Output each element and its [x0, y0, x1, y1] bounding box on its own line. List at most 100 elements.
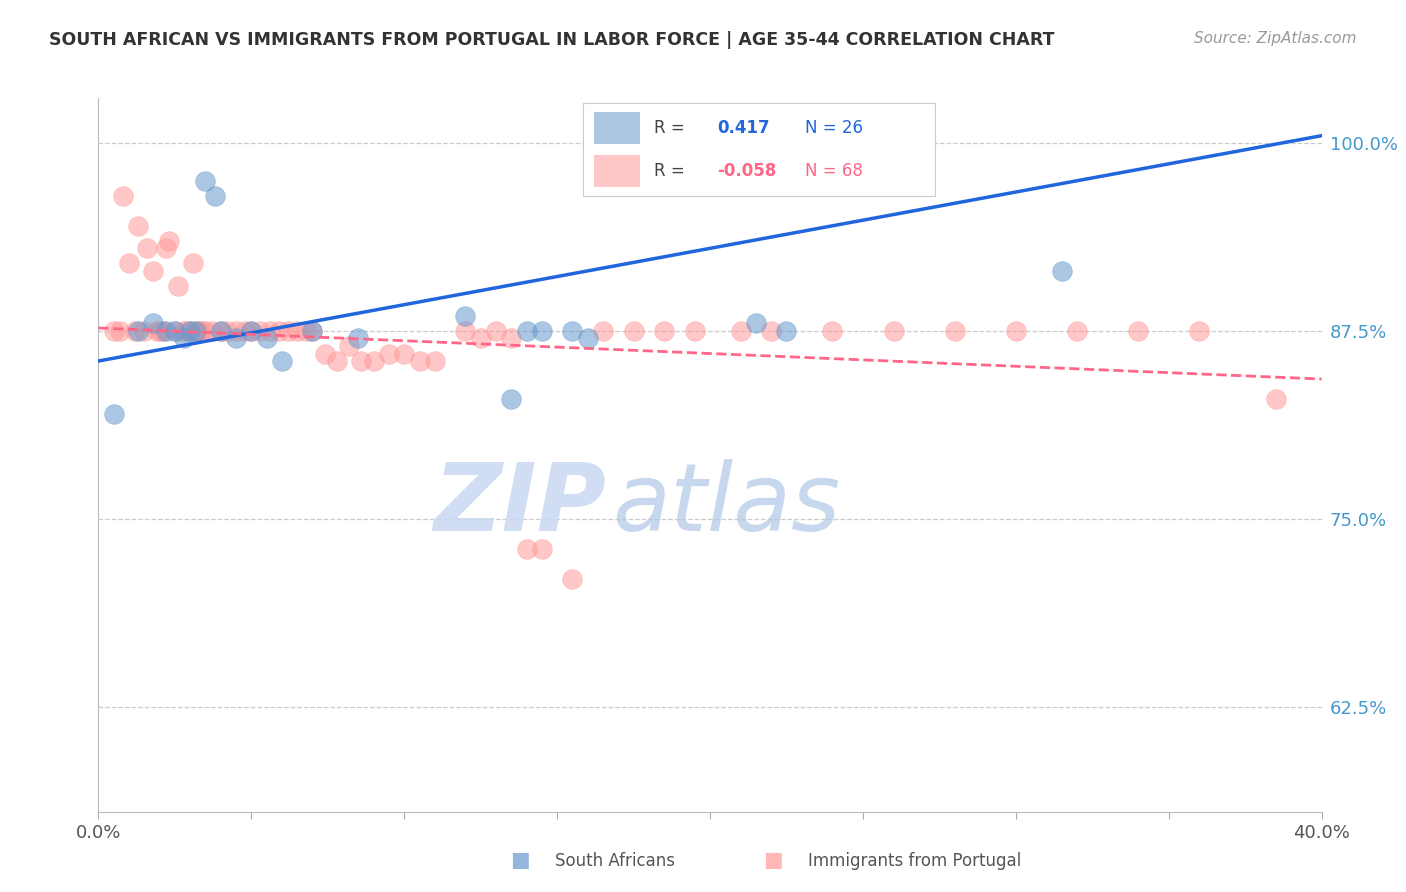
Point [194, 324, 217, 338]
Point [301, 324, 323, 338]
Point [392, 346, 416, 360]
Text: ■: ■ [763, 850, 783, 870]
Point [136, 241, 159, 255]
Point [277, 324, 299, 338]
Point [108, 324, 131, 338]
Point [186, 324, 208, 338]
Point [191, 324, 214, 338]
Point [652, 324, 675, 338]
Point [163, 324, 186, 338]
Point [127, 219, 149, 233]
Point [683, 324, 706, 338]
Point [745, 317, 768, 331]
Point [943, 324, 966, 338]
Point [530, 541, 553, 556]
Point [1188, 324, 1211, 338]
Point [530, 324, 553, 338]
Point [155, 241, 177, 255]
Point [179, 324, 201, 338]
Point [470, 331, 492, 345]
Text: N = 26: N = 26 [804, 119, 863, 136]
Point [408, 354, 430, 368]
Point [423, 354, 446, 368]
Point [225, 324, 247, 338]
Text: R =: R = [654, 119, 685, 136]
Point [454, 324, 477, 338]
Point [240, 324, 263, 338]
Text: Source: ZipAtlas.com: Source: ZipAtlas.com [1194, 31, 1357, 46]
Point [127, 324, 149, 338]
Point [270, 354, 292, 368]
Point [378, 346, 401, 360]
Point [186, 324, 208, 338]
Point [337, 339, 360, 353]
Point [209, 324, 232, 338]
Point [1050, 264, 1073, 278]
Point [209, 324, 232, 338]
Point [124, 324, 146, 338]
Point [188, 324, 211, 338]
Point [730, 324, 752, 338]
Point [173, 331, 195, 345]
Point [775, 324, 797, 338]
Text: ■: ■ [510, 850, 530, 870]
Point [233, 324, 256, 338]
Point [249, 324, 271, 338]
Point [301, 324, 323, 338]
Point [347, 331, 370, 345]
Point [167, 279, 190, 293]
Text: R =: R = [654, 162, 685, 180]
Point [194, 174, 217, 188]
Point [204, 188, 226, 202]
Point [142, 317, 165, 331]
Point [118, 256, 141, 270]
Point [152, 324, 174, 338]
Point [623, 324, 645, 338]
Point [267, 324, 290, 338]
Point [314, 346, 336, 360]
Point [363, 354, 385, 368]
Point [883, 324, 905, 338]
Text: SOUTH AFRICAN VS IMMIGRANTS FROM PORTUGAL IN LABOR FORCE | AGE 35-44 CORRELATION: SOUTH AFRICAN VS IMMIGRANTS FROM PORTUGA… [49, 31, 1054, 49]
Point [350, 354, 373, 368]
Point [516, 541, 538, 556]
Point [259, 324, 281, 338]
Point [501, 392, 523, 406]
Text: atlas: atlas [612, 459, 841, 550]
Point [1004, 324, 1026, 338]
Text: Immigrants from Portugal: Immigrants from Portugal [808, 852, 1022, 870]
Point [142, 264, 165, 278]
Point [592, 324, 614, 338]
Point [155, 324, 177, 338]
Bar [593, 155, 640, 187]
Point [181, 256, 204, 270]
Point [145, 324, 167, 338]
Point [1128, 324, 1150, 338]
Point [240, 324, 263, 338]
Point [561, 324, 583, 338]
Point [256, 331, 278, 345]
Text: ZIP: ZIP [433, 458, 606, 551]
Point [326, 354, 349, 368]
Point [200, 324, 222, 338]
Point [176, 324, 198, 338]
Point [561, 572, 583, 586]
Point [576, 331, 599, 345]
Y-axis label: In Labor Force | Age 35-44: In Labor Force | Age 35-44 [0, 335, 8, 574]
Text: N = 68: N = 68 [804, 162, 863, 180]
Point [111, 188, 134, 202]
Text: 0.417: 0.417 [717, 119, 769, 136]
Point [173, 324, 195, 338]
Point [163, 324, 186, 338]
Point [103, 324, 125, 338]
Point [1264, 392, 1286, 406]
Bar [593, 112, 640, 144]
Text: South Africans: South Africans [555, 852, 675, 870]
Point [295, 324, 318, 338]
Point [759, 324, 782, 338]
Point [103, 407, 125, 421]
Point [516, 324, 538, 338]
Point [501, 331, 523, 345]
Point [157, 234, 180, 248]
Point [485, 324, 508, 338]
